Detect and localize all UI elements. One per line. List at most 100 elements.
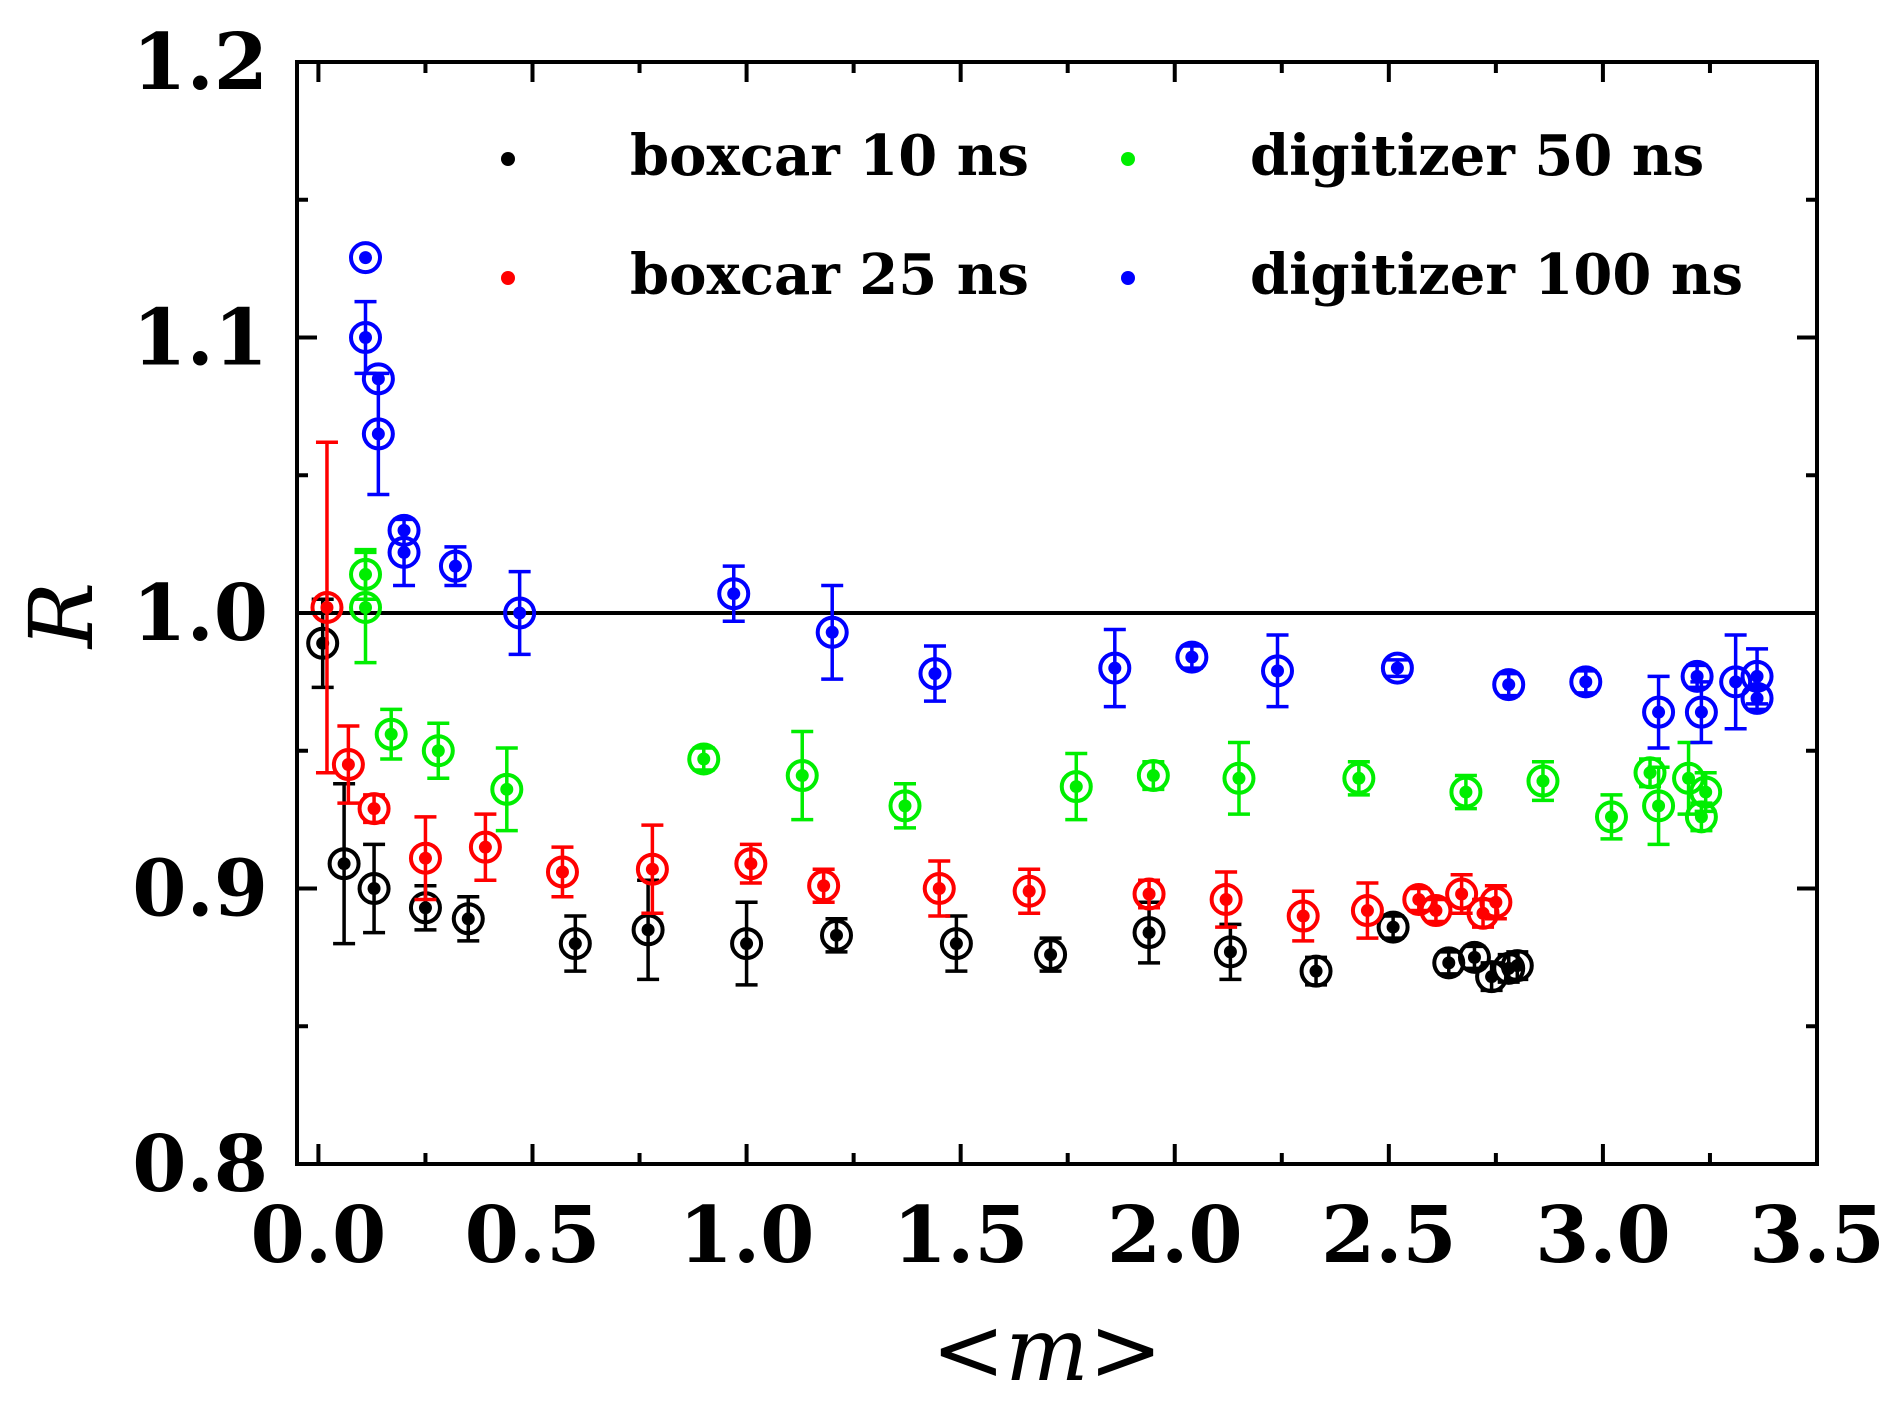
data-point (1352, 771, 1366, 785)
data-point-ring (349, 321, 383, 354)
data-point-ring (1213, 935, 1247, 969)
data-point (513, 606, 527, 620)
data-point-ring (1419, 894, 1453, 928)
data-point (320, 600, 334, 614)
y-axis-title: R (10, 582, 113, 650)
data-point-ring (1376, 910, 1410, 944)
data-point (359, 331, 373, 344)
data-point (1476, 906, 1490, 920)
x-tick-label: 0.0 (251, 1190, 387, 1281)
data-point (461, 912, 475, 926)
data-point-ring (1479, 885, 1513, 919)
data-point (1690, 669, 1704, 683)
data-point-ring (1012, 874, 1046, 908)
y-tick-label: 0.9 (132, 844, 268, 935)
data-point-ring (785, 759, 819, 793)
legend-marker (501, 271, 515, 285)
data-point-ring (349, 241, 383, 275)
data-point-ring (717, 577, 751, 611)
data-point-ring (734, 847, 768, 881)
data-point-ring (1680, 659, 1714, 693)
data-point-ring (438, 549, 472, 583)
data-point-ring (1132, 916, 1166, 950)
data-point-ring (558, 927, 592, 961)
data-point (727, 587, 741, 601)
data-point (1069, 780, 1083, 794)
data-point (1442, 956, 1456, 970)
data-point (359, 251, 373, 265)
data-point (1146, 769, 1160, 783)
data-point-ring (1261, 654, 1295, 688)
data-point-ring (1492, 668, 1526, 702)
legend-label: digitizer 100 ns (1250, 242, 1743, 308)
data-point (1604, 810, 1618, 824)
data-point-ring (331, 748, 365, 782)
data-point (1467, 950, 1481, 964)
data-point (1750, 669, 1764, 683)
data-point (1390, 661, 1404, 675)
data-point-ring (357, 792, 391, 826)
data-point (1652, 799, 1666, 813)
data-point (371, 427, 385, 441)
data-point (1502, 678, 1516, 692)
data-point (641, 923, 655, 937)
data-point (1459, 785, 1473, 799)
data-point (1682, 771, 1696, 785)
data-point (1044, 948, 1058, 962)
data-point (1536, 774, 1550, 788)
data-point (1699, 785, 1713, 799)
x-tick-label: 3.5 (1749, 1190, 1885, 1281)
data-point-ring (1719, 665, 1753, 699)
data-point (337, 857, 351, 871)
data-point (367, 882, 381, 895)
data-point (367, 802, 381, 816)
data-point-ring (387, 535, 421, 569)
data-point-ring (1034, 938, 1068, 972)
data-point (1429, 904, 1443, 918)
legend-marker (501, 152, 515, 166)
data-point (418, 851, 432, 865)
data-point (1022, 884, 1036, 898)
legend-marker (1121, 271, 1135, 285)
data-point (431, 744, 445, 758)
y-tick-label: 1.0 (132, 568, 268, 659)
data-point-ring (1457, 940, 1491, 974)
data-point (1652, 705, 1666, 719)
data-point-ring (1175, 640, 1209, 674)
data-point (1386, 920, 1400, 934)
y-tick-label: 1.2 (132, 17, 268, 108)
data-point-ring (490, 772, 524, 806)
data-point-ring (1633, 756, 1667, 790)
data-point-ring (1098, 651, 1132, 685)
series-2 (349, 547, 1723, 847)
data-point (397, 545, 411, 559)
x-axis-title: <m> (932, 1298, 1163, 1401)
data-point-ring (357, 872, 391, 905)
data-point (1296, 909, 1310, 923)
data-point-ring (1445, 877, 1479, 911)
data-point (1729, 675, 1743, 689)
data-point-ring (1526, 764, 1560, 798)
y-tick-label: 0.8 (132, 1119, 268, 1210)
data-point (1309, 964, 1323, 978)
data-point (1219, 893, 1233, 907)
data-point-ring (1059, 770, 1093, 804)
data-point (1142, 926, 1156, 940)
data-point-ring (1642, 789, 1676, 823)
data-point (448, 559, 462, 573)
data-point-ring (635, 852, 669, 886)
data-point (500, 782, 514, 796)
data-point-ring (888, 789, 922, 823)
data-point-ring (374, 717, 408, 751)
data-point-ring (310, 590, 344, 624)
data-point-ring (1642, 695, 1676, 729)
data-point-ring (918, 657, 952, 691)
data-point (1579, 675, 1593, 689)
data-point-ring (1342, 761, 1376, 795)
data-point-ring (361, 417, 395, 451)
data-point-ring (1684, 800, 1718, 834)
y-tick-label: 1.1 (132, 293, 268, 384)
data-point-ring (1299, 954, 1333, 988)
data-point (568, 937, 582, 951)
data-point (1694, 705, 1708, 719)
